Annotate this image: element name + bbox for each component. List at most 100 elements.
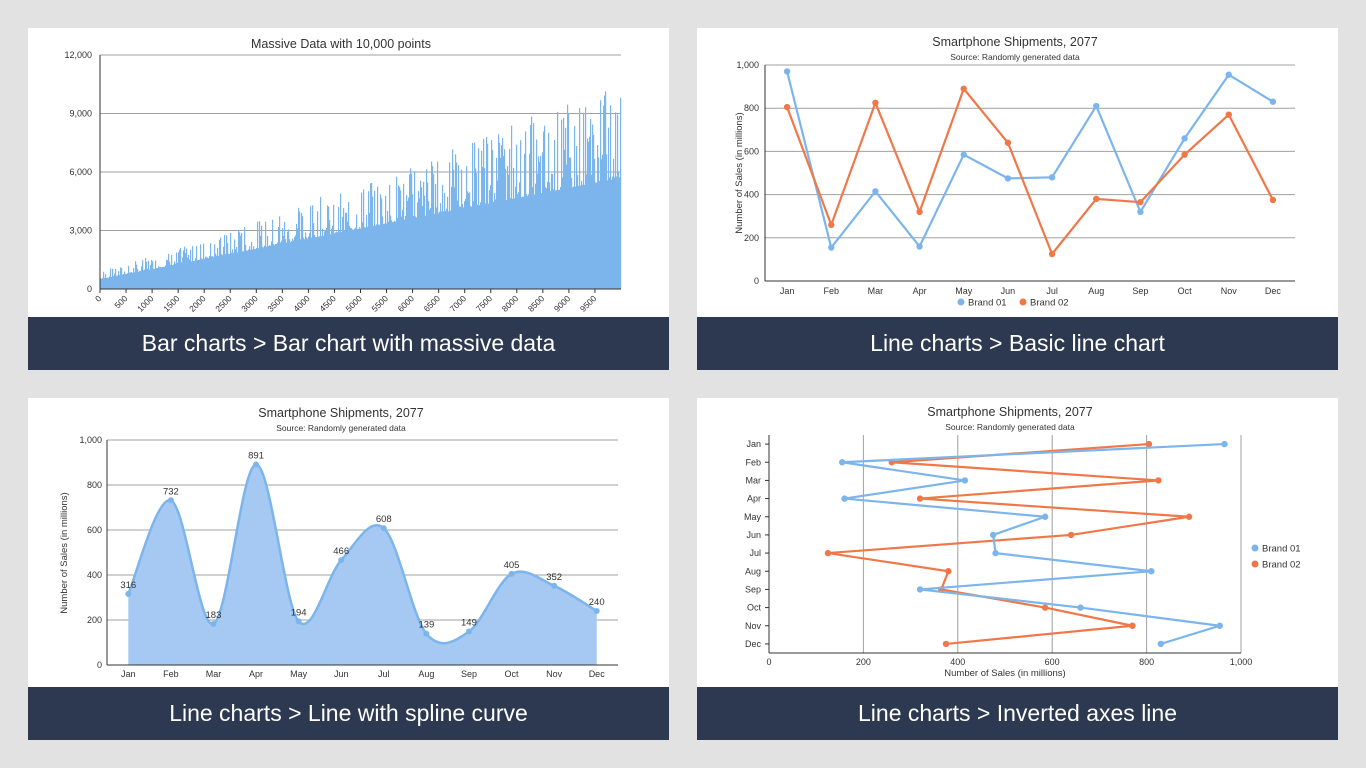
bar — [612, 176, 614, 289]
bar — [224, 234, 226, 289]
bar — [263, 247, 265, 289]
bar — [317, 211, 319, 289]
bar — [409, 174, 411, 289]
caption-basic-line[interactable]: Line charts > Basic line chart — [697, 317, 1338, 370]
data-point — [1221, 440, 1228, 448]
chart-card-massive-bar[interactable]: Massive Data with 10,000 points 0 3,000 6,0… — [28, 28, 669, 370]
bar — [477, 204, 479, 289]
bar — [448, 211, 450, 289]
bar — [281, 240, 283, 289]
legend-label: Brand 02 — [1030, 298, 1069, 309]
data-label: 352 — [546, 572, 562, 583]
bar — [321, 236, 323, 289]
bar — [447, 196, 449, 289]
bar — [556, 190, 558, 289]
bar — [444, 193, 446, 289]
bar — [554, 139, 556, 289]
bar — [579, 107, 581, 290]
caption-inverted-line[interactable]: Line charts > Inverted axes line — [697, 687, 1338, 740]
bar — [512, 198, 514, 289]
bar — [185, 253, 187, 289]
data-point — [960, 85, 967, 92]
bar — [103, 271, 105, 289]
series-line-1 — [841, 442, 1225, 645]
bar — [453, 169, 455, 289]
data-point — [1048, 174, 1056, 181]
bar — [162, 267, 164, 289]
bar — [106, 277, 108, 289]
bar — [583, 112, 585, 289]
bar — [352, 229, 354, 289]
bar — [311, 237, 313, 289]
bar — [234, 239, 236, 289]
bar — [449, 162, 451, 289]
bar — [305, 232, 307, 289]
bar — [199, 259, 201, 289]
bar — [194, 260, 196, 289]
caption-massive-bar[interactable]: Bar charts > Bar chart with massive data — [28, 317, 669, 370]
x-tick-label: 800 — [1139, 657, 1154, 667]
bar — [551, 173, 553, 289]
data-label: 183 — [206, 610, 222, 621]
bar — [582, 184, 584, 289]
bar — [191, 261, 193, 289]
bar — [287, 231, 289, 289]
bar — [548, 132, 550, 289]
bar — [313, 223, 315, 289]
spline-area-chart-svg: Smartphone Shipments, 2077 Source: Random… — [59, 406, 618, 679]
bar — [419, 198, 421, 289]
y-tick-label: 400 — [744, 190, 759, 200]
bar — [499, 142, 501, 289]
bar — [591, 174, 593, 289]
bar — [308, 236, 310, 289]
bar — [481, 150, 483, 289]
bar — [513, 167, 515, 289]
chart-card-inverted-line[interactable]: Smartphone Shipments, 2077 Source: Random… — [697, 398, 1338, 740]
x-tick-label: 1500 — [161, 293, 182, 314]
x-tick-label: 600 — [1045, 657, 1060, 667]
bar — [592, 124, 594, 289]
y-tick-label: 400 — [87, 570, 102, 580]
bar — [262, 246, 264, 289]
bar — [286, 242, 288, 289]
bar — [590, 119, 592, 289]
bar — [208, 258, 210, 289]
bar — [134, 272, 136, 289]
bar — [494, 193, 496, 289]
bar — [478, 148, 480, 289]
chart-card-basic-line[interactable]: Smartphone Shipments, 2077 Source: Random… — [697, 28, 1338, 370]
bar — [212, 256, 214, 289]
bar — [249, 246, 251, 289]
bar — [198, 259, 200, 289]
bar — [524, 153, 526, 289]
bar — [393, 221, 395, 289]
x-tick-label: 0 — [93, 293, 104, 304]
bar — [417, 202, 419, 289]
series-line-1 — [786, 71, 1274, 250]
x-tick-label: 8500 — [526, 293, 547, 314]
bar — [300, 239, 302, 289]
bar — [156, 268, 158, 289]
chart-card-spline-area[interactable]: Smartphone Shipments, 2077 Source: Random… — [28, 398, 669, 740]
bar — [239, 232, 241, 289]
y-tick-label: 12,000 — [64, 50, 92, 60]
bar — [238, 229, 240, 289]
bar — [562, 177, 564, 289]
x-tick-label: Jul — [378, 669, 390, 679]
bar — [573, 186, 575, 289]
bar — [233, 253, 235, 289]
bar — [446, 208, 448, 289]
caption-spline-area[interactable]: Line charts > Line with spline curve — [28, 687, 669, 740]
y-tick-label: Mar — [746, 475, 762, 485]
bar — [145, 258, 147, 289]
bar — [438, 213, 440, 289]
x-tick-label: May — [290, 669, 308, 679]
bar — [476, 173, 478, 289]
bar — [253, 246, 255, 289]
data-point — [1155, 477, 1162, 484]
bar — [282, 228, 284, 289]
bar — [171, 254, 173, 289]
bar — [200, 244, 202, 289]
data-point — [1216, 622, 1223, 629]
bar — [307, 238, 309, 289]
